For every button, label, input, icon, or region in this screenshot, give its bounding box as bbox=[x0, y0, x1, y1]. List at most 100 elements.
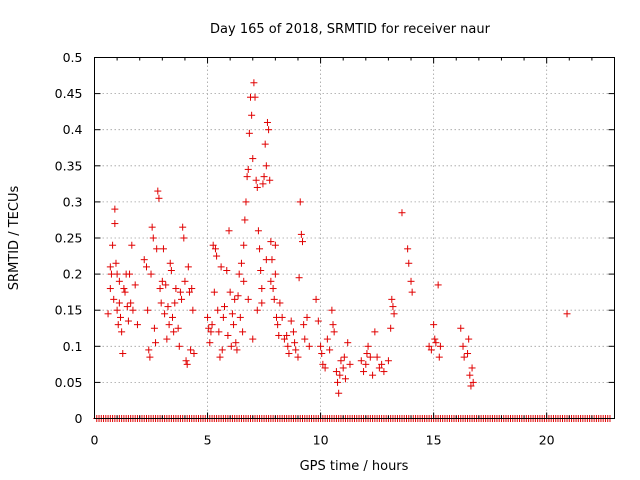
data-point bbox=[165, 321, 173, 329]
data-point bbox=[269, 285, 277, 293]
data-point bbox=[205, 324, 213, 332]
data-point bbox=[159, 245, 167, 253]
data-point bbox=[278, 313, 286, 321]
data-point bbox=[143, 263, 150, 271]
data-point bbox=[360, 368, 368, 376]
data-point bbox=[285, 350, 293, 358]
data-point bbox=[299, 238, 306, 246]
data-point bbox=[207, 328, 215, 336]
data-point bbox=[254, 227, 262, 235]
data-point bbox=[180, 234, 188, 242]
data-point bbox=[340, 353, 348, 361]
x-tick-label: 0 bbox=[91, 433, 99, 448]
data-point bbox=[275, 331, 283, 339]
data-point bbox=[469, 378, 477, 386]
data-point bbox=[121, 288, 129, 296]
y-tick-label: 0.4 bbox=[63, 122, 83, 137]
data-point bbox=[170, 328, 178, 336]
data-point bbox=[295, 274, 303, 282]
data-point bbox=[227, 342, 235, 350]
data-point bbox=[371, 328, 379, 336]
data-point bbox=[233, 346, 241, 354]
data-point bbox=[398, 209, 406, 217]
data-point bbox=[244, 165, 252, 173]
data-point bbox=[182, 357, 190, 365]
data-point bbox=[258, 299, 266, 307]
data-point bbox=[344, 339, 352, 347]
data-point bbox=[337, 357, 345, 365]
data-point bbox=[380, 368, 388, 376]
data-point bbox=[341, 375, 349, 383]
data-point bbox=[253, 183, 261, 191]
data-point bbox=[140, 256, 148, 264]
data-point bbox=[242, 198, 250, 206]
data-point bbox=[425, 342, 433, 350]
data-point bbox=[219, 313, 227, 321]
data-point bbox=[133, 321, 141, 329]
data-point bbox=[149, 234, 157, 242]
x-tick-label: 15 bbox=[426, 433, 442, 448]
data-point bbox=[251, 93, 259, 101]
grid bbox=[94, 57, 615, 419]
data-point bbox=[250, 79, 258, 87]
data-point bbox=[284, 342, 292, 350]
data-point bbox=[112, 259, 120, 267]
data-point bbox=[211, 245, 219, 253]
data-point bbox=[172, 285, 180, 293]
data-point bbox=[388, 295, 396, 303]
data-point bbox=[210, 288, 218, 296]
data-point bbox=[317, 342, 325, 350]
data-point bbox=[174, 324, 182, 332]
data-point bbox=[224, 331, 232, 339]
data-point bbox=[147, 270, 155, 278]
data-point bbox=[312, 295, 320, 303]
data-point bbox=[236, 313, 244, 321]
x-tick-label: 5 bbox=[204, 433, 212, 448]
data-point bbox=[267, 238, 275, 246]
y-axis-label: SRMTID / TECUs bbox=[7, 186, 22, 291]
y-tick-label: 0.45 bbox=[55, 86, 83, 101]
y-tick-label: 0 bbox=[75, 411, 83, 426]
data-point bbox=[221, 303, 228, 311]
data-point bbox=[167, 266, 175, 274]
data-point bbox=[265, 126, 273, 134]
data-point bbox=[294, 353, 302, 361]
data-point bbox=[144, 306, 152, 314]
data-point bbox=[158, 277, 166, 285]
data-point bbox=[339, 364, 347, 372]
data-point bbox=[252, 176, 260, 184]
data-point bbox=[466, 371, 474, 379]
data-point bbox=[364, 342, 372, 350]
data-point bbox=[363, 350, 371, 358]
data-point bbox=[115, 299, 123, 307]
data-point bbox=[181, 277, 189, 285]
data-point bbox=[244, 295, 252, 303]
data-point bbox=[276, 299, 284, 307]
data-point bbox=[232, 339, 240, 347]
data-point bbox=[430, 321, 438, 329]
data-point bbox=[407, 277, 415, 285]
chart-title: Day 165 of 2018, SRMTID for receiver nau… bbox=[210, 22, 491, 37]
data-point bbox=[110, 295, 118, 303]
data-point bbox=[127, 299, 135, 307]
data-point bbox=[248, 111, 256, 119]
data-point bbox=[259, 180, 267, 188]
data-point bbox=[131, 281, 139, 289]
data-point bbox=[178, 295, 186, 303]
x-tick-label: 10 bbox=[313, 433, 329, 448]
data-point bbox=[256, 245, 264, 253]
data-point bbox=[171, 299, 179, 307]
data-point bbox=[183, 360, 191, 368]
data-point bbox=[169, 313, 176, 321]
data-point bbox=[335, 389, 343, 397]
data-point bbox=[305, 342, 313, 350]
data-point bbox=[404, 245, 412, 253]
data-point bbox=[223, 266, 231, 274]
data-point bbox=[216, 353, 224, 361]
y-tick-labels: 0 0.05 0.1 0.15 0.2 0.25 0.3 0.35 0.4 0.45 0.5 bbox=[55, 50, 83, 426]
data-point bbox=[153, 245, 161, 253]
data-point bbox=[117, 313, 124, 321]
data-point bbox=[330, 328, 338, 336]
data-point bbox=[152, 339, 160, 347]
